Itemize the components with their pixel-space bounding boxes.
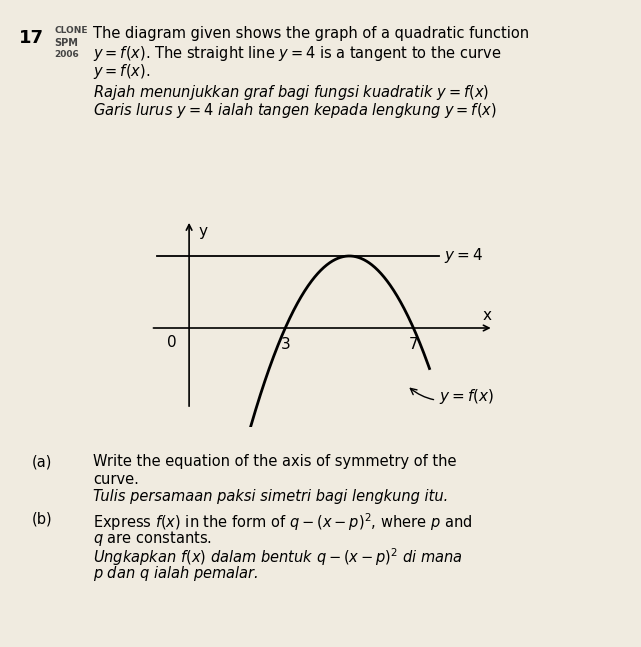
Text: 0: 0 xyxy=(167,335,176,350)
Text: Garis lurus $y=4$ ialah tangen kepada lengkung $y=f(x)$: Garis lurus $y=4$ ialah tangen kepada le… xyxy=(93,101,497,120)
Text: 17: 17 xyxy=(19,29,44,47)
Text: 7: 7 xyxy=(408,337,419,352)
Text: $y=f(x)$: $y=f(x)$ xyxy=(410,387,494,406)
Text: (b): (b) xyxy=(32,511,53,526)
Text: x: x xyxy=(483,307,492,323)
Text: (a): (a) xyxy=(32,454,53,469)
Text: Ungkapkan $f(x)$ dalam bentuk $q-(x-p)^2$ di mana: Ungkapkan $f(x)$ dalam bentuk $q-(x-p)^2… xyxy=(93,546,463,568)
Text: CLONE: CLONE xyxy=(54,26,88,35)
Text: Tulis persamaan paksi simetri bagi lengkung itu.: Tulis persamaan paksi simetri bagi lengk… xyxy=(93,489,448,504)
Text: $y=f(x)$.: $y=f(x)$. xyxy=(93,62,150,81)
Text: 3: 3 xyxy=(280,337,290,352)
Text: $p$ dan $q$ ialah pemalar.: $p$ dan $q$ ialah pemalar. xyxy=(93,564,258,582)
Text: 2006: 2006 xyxy=(54,50,79,60)
Text: curve.: curve. xyxy=(93,472,139,487)
Text: Express $f(x)$ in the form of $q-(x-p)^2$, where $p$ and: Express $f(x)$ in the form of $q-(x-p)^2… xyxy=(93,511,472,533)
Text: Write the equation of the axis of symmetry of the: Write the equation of the axis of symmet… xyxy=(93,454,456,469)
Text: $y=4$: $y=4$ xyxy=(444,247,483,265)
Text: The diagram given shows the graph of a quadratic function: The diagram given shows the graph of a q… xyxy=(93,26,529,41)
Text: $y=f(x)$. The straight line $y=4$ is a tangent to the curve: $y=f(x)$. The straight line $y=4$ is a t… xyxy=(93,44,501,63)
Text: Rajah menunjukkan graf bagi fungsi kuadratik $y=f(x)$: Rajah menunjukkan graf bagi fungsi kuadr… xyxy=(93,83,489,102)
Text: $q$ are constants.: $q$ are constants. xyxy=(93,529,212,547)
Text: y: y xyxy=(199,224,208,239)
Text: SPM: SPM xyxy=(54,38,78,47)
